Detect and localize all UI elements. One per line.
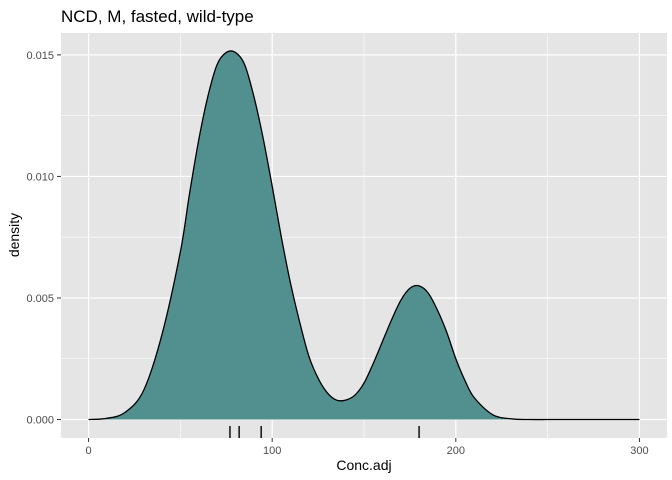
rug-marks bbox=[229, 426, 420, 438]
y-axis: 0.000 0.005 0.010 0.015 bbox=[26, 50, 61, 427]
x-tick-label: 100 bbox=[263, 445, 281, 457]
x-tick-label: 300 bbox=[630, 445, 648, 457]
y-tick-label: 0.015 bbox=[26, 50, 54, 62]
x-tick-label: 0 bbox=[85, 445, 91, 457]
x-axis: 0 100 200 300 bbox=[85, 438, 649, 457]
x-tick-label: 200 bbox=[447, 445, 465, 457]
density-area bbox=[88, 50, 640, 420]
density-curve bbox=[88, 50, 640, 421]
x-axis-title: Conc.adj bbox=[336, 457, 391, 473]
y-tick-label: 0.000 bbox=[26, 415, 54, 427]
y-tick-label: 0.010 bbox=[26, 171, 54, 183]
minor-gridlines bbox=[61, 33, 667, 438]
y-tick-label: 0.005 bbox=[26, 293, 54, 305]
y-axis-title: density bbox=[6, 213, 22, 257]
chart-title: NCD, M, fasted, wild-type bbox=[61, 7, 254, 26]
